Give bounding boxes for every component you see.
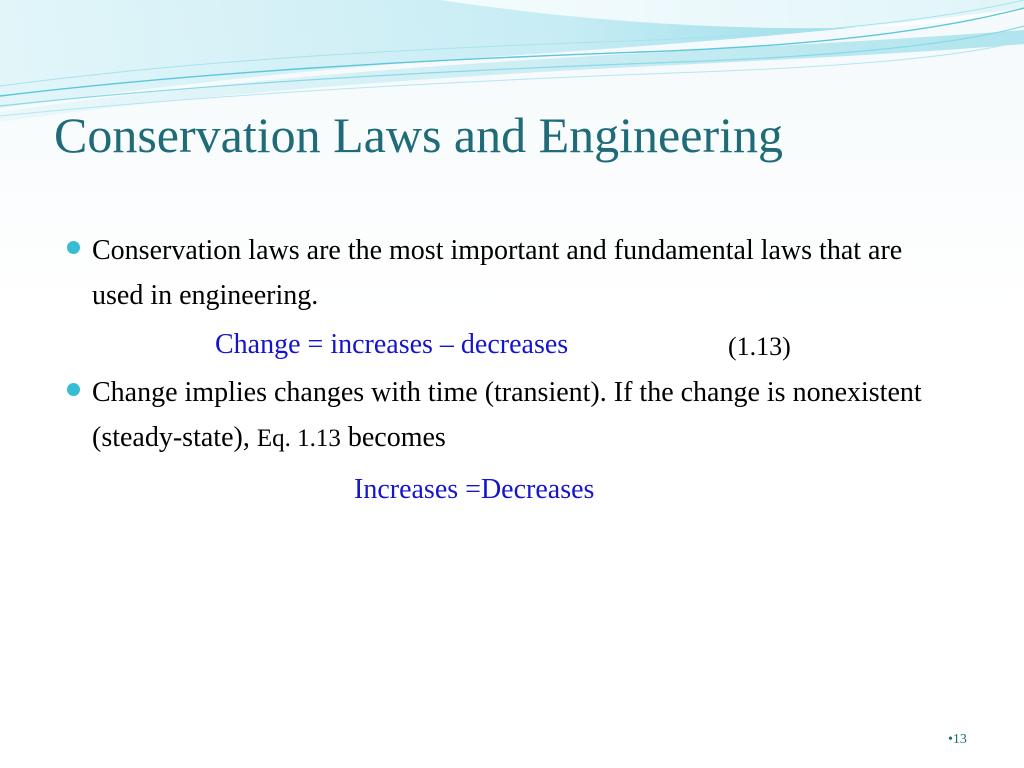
bullet-icon xyxy=(67,241,80,254)
equation-row-1: Change = increases – decreases (1.13) xyxy=(60,318,940,370)
decorative-wave-header xyxy=(0,0,1024,122)
bullet-icon xyxy=(67,383,80,396)
wave-line-3 xyxy=(0,39,1024,117)
equation-text: Change = increases – decreases xyxy=(215,329,569,360)
wave-line-4 xyxy=(0,0,1024,87)
slide-title: Conservation Laws and Engineering xyxy=(54,107,783,163)
wave-line-1 xyxy=(0,7,1024,97)
wave-line-2 xyxy=(0,25,1024,107)
equation-number: (1.13) xyxy=(728,332,791,361)
bullet-text: Change implies changes with time (transi… xyxy=(92,377,922,453)
equation-row-2: Increases =Decreases xyxy=(60,461,940,513)
bullet-list: Conservation laws are the most important… xyxy=(60,228,940,513)
bullet-item-1: Conservation laws are the most important… xyxy=(60,228,940,318)
wave-band-highlight xyxy=(440,0,1024,29)
wave-band-lower xyxy=(0,30,1024,122)
bullet-item-2: Change implies changes with time (transi… xyxy=(60,370,940,461)
equation-reference: Eq. 1.13 xyxy=(256,425,341,452)
bullet-text: Conservation laws are the most important… xyxy=(92,235,903,311)
page-number: •13 xyxy=(948,732,967,747)
equation-text: Increases =Decreases xyxy=(354,474,595,505)
bullet-text-end: becomes xyxy=(347,422,446,453)
